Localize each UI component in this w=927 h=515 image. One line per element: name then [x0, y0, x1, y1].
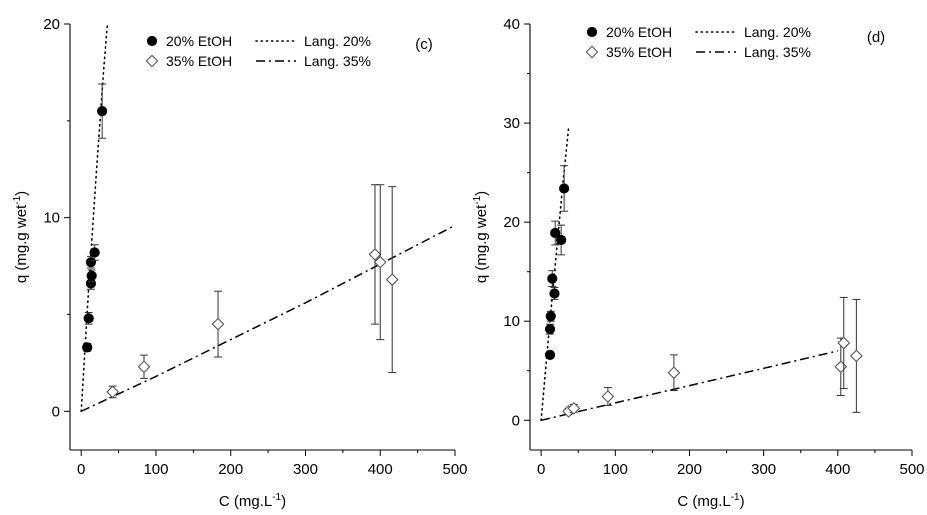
y-tick-label: 10	[503, 313, 520, 330]
data-point	[547, 273, 558, 284]
y-axis-label: q (mg.g wet-1)	[472, 191, 490, 283]
x-tick-label: 300	[751, 461, 776, 478]
legend-entry: Lang. 35%	[744, 44, 811, 60]
panel-tag: (c)	[415, 36, 433, 53]
legend: 20% EtOH Lang. 20% 35% EtOH Lang. 35%	[585, 24, 811, 60]
data-point	[89, 247, 100, 258]
chart-panel-2: 0 100 200 300 400 500 0 10 20 30 40 C (mg.L-1) q (mg…	[472, 16, 925, 510]
x-tick-label: 400	[825, 461, 850, 478]
data-point	[85, 257, 97, 268]
x-tick-label: 0	[77, 461, 85, 478]
data-point	[368, 248, 382, 261]
x-tick-label: 200	[218, 461, 243, 478]
x-tick-label: 100	[603, 461, 628, 478]
data-point	[849, 349, 863, 363]
data-point	[106, 385, 119, 399]
panel-tag: (d)	[867, 29, 885, 46]
data-point	[86, 270, 97, 281]
y-tick-label: 10	[43, 210, 60, 227]
series-20-etoh	[544, 165, 570, 360]
data-point	[550, 227, 561, 239]
chart-panel-1: 0 100 200 300 400 500 0 10 20 C (mg.L-1) q (mg.g w…	[12, 16, 468, 510]
data-point	[82, 342, 93, 353]
x-axis-label: C (mg.L-1)	[677, 492, 744, 510]
y-axis-label: q (mg.g wet-1)	[12, 191, 30, 283]
legend-entry: 20% EtOH	[166, 33, 232, 49]
data-point	[601, 390, 615, 403]
y-tick-label: 0	[52, 403, 60, 420]
x-axis-label: C (mg.L-1)	[219, 492, 286, 510]
legend-entry: Lang. 35%	[304, 53, 371, 69]
legend-marker	[586, 26, 598, 38]
data-point	[385, 273, 399, 286]
data-point	[83, 313, 94, 324]
x-tick-label: 300	[293, 461, 318, 478]
data-point	[556, 234, 567, 246]
x-tick-label: 500	[442, 461, 467, 478]
legend-entry: Lang. 20%	[304, 33, 371, 49]
x-tick-label: 100	[143, 461, 168, 478]
x-tick-label: 500	[899, 461, 924, 478]
legend-marker	[146, 35, 158, 47]
legend: 20% EtOH Lang. 20% 35% EtOH Lang. 35%	[145, 33, 371, 69]
y-tick-label: 30	[503, 115, 520, 132]
legend-entry: 35% EtOH	[606, 44, 672, 60]
series-line-lang-20-	[80, 24, 109, 413]
legend-entry: Lang. 20%	[744, 24, 811, 40]
data-point	[549, 288, 560, 299]
data-point	[667, 366, 681, 380]
x-tick-label: 0	[537, 461, 545, 478]
data-point	[137, 360, 151, 374]
y-tick-label: 20	[503, 214, 520, 231]
data-point	[373, 255, 387, 269]
legend-marker	[585, 45, 599, 59]
legend-entry: 35% EtOH	[166, 53, 232, 69]
series-line-lang-35-	[80, 224, 455, 412]
y-tick-label: 20	[43, 16, 60, 33]
series-line-lang-35-	[540, 350, 838, 422]
series-line-lang-20-	[540, 127, 570, 422]
data-point	[559, 183, 570, 194]
data-point	[544, 324, 556, 335]
y-tick-label: 40	[503, 16, 520, 33]
series-35-etoh	[562, 296, 863, 418]
data-point	[567, 402, 581, 415]
data-point	[545, 311, 556, 322]
series-20-etoh	[82, 83, 108, 353]
legend-entry: 20% EtOH	[606, 24, 672, 40]
x-tick-label: 200	[677, 461, 702, 478]
data-point	[837, 336, 851, 350]
data-point	[544, 349, 556, 360]
x-tick-label: 400	[368, 461, 393, 478]
y-tick-label: 0	[512, 412, 520, 429]
data-point	[211, 317, 225, 331]
data-point	[834, 360, 848, 374]
series-35-etoh	[106, 184, 399, 399]
legend-marker	[145, 54, 159, 68]
data-point	[97, 106, 108, 117]
